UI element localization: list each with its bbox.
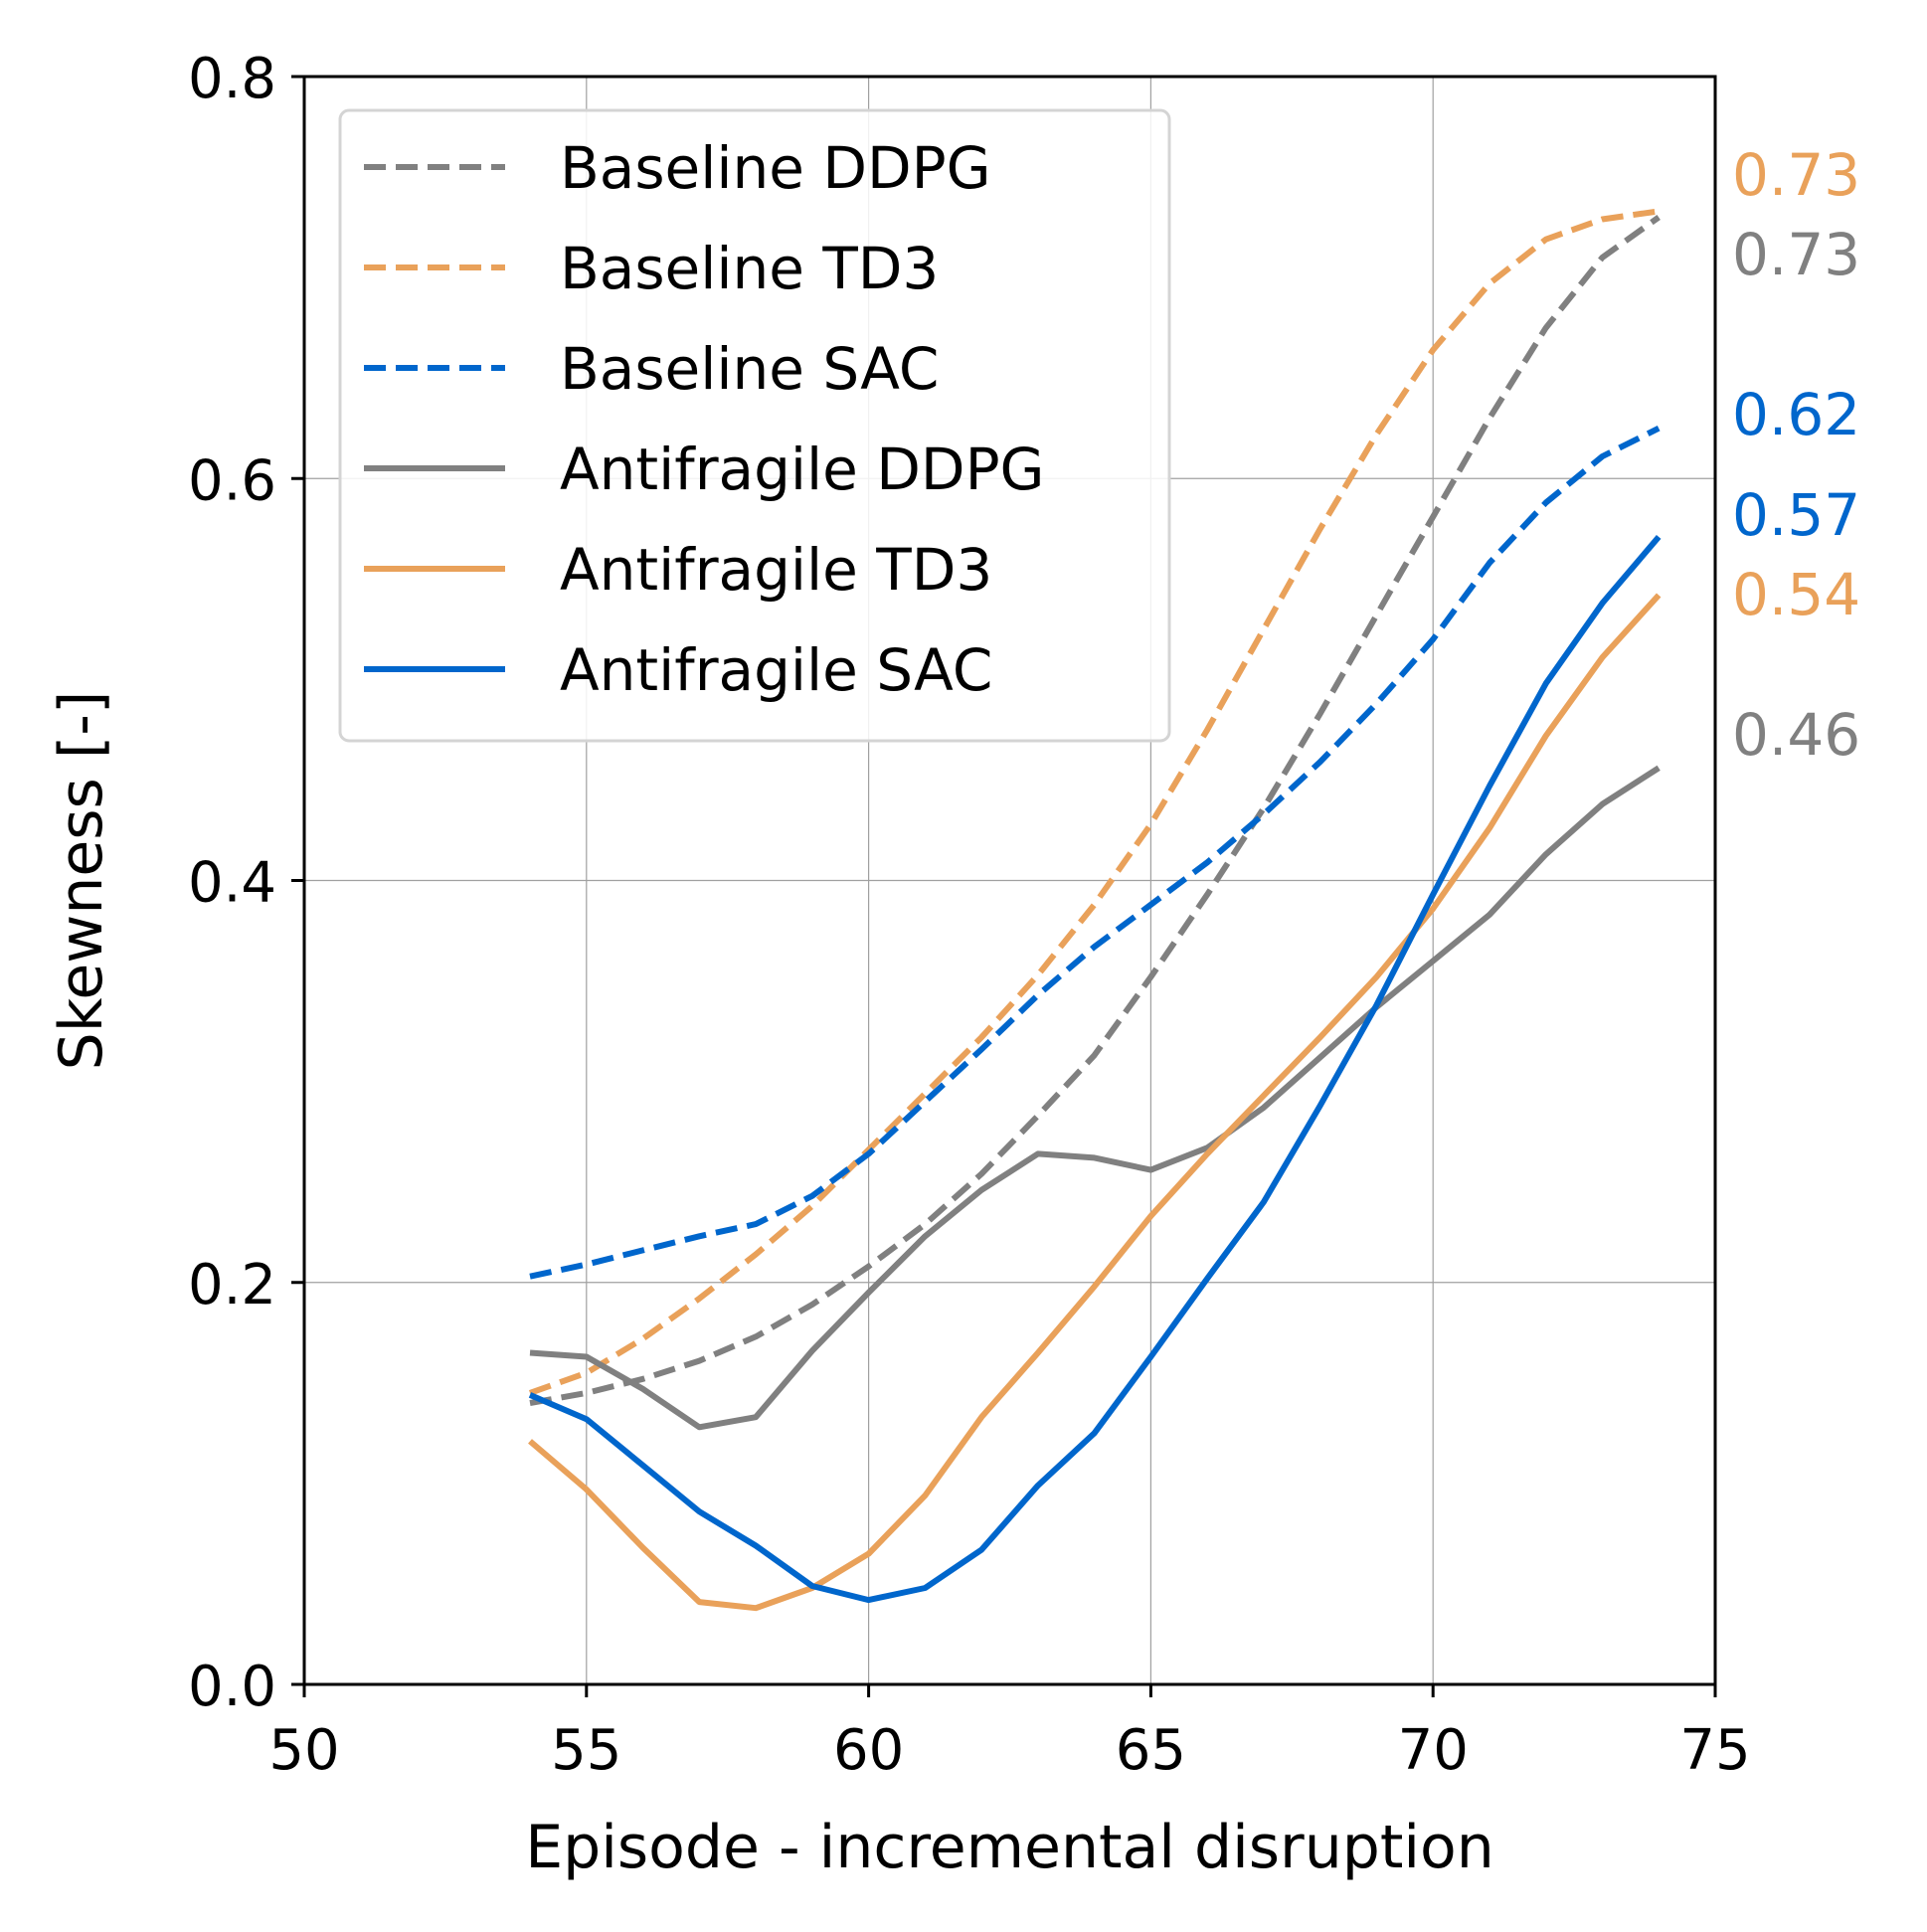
legend-box [338, 108, 1171, 743]
end-label-antifragile-ddpg: 0.46 [1732, 701, 1860, 769]
series-lines [528, 208, 1662, 1612]
x-tick-label: 70 [1398, 1718, 1469, 1783]
legend-label-antifragile-ddpg: Antifragile DDPG [560, 436, 1045, 503]
x-tick-label: 50 [268, 1718, 339, 1783]
x-tick-label: 75 [1679, 1718, 1750, 1783]
x-tick-label: 65 [1116, 1718, 1186, 1783]
x-tick-label: 60 [833, 1718, 904, 1783]
legend-label-baseline-sac: Baseline SAC [560, 335, 939, 403]
end-label-baseline-sac: 0.62 [1732, 381, 1860, 448]
end-label-antifragile-sac: 0.57 [1732, 481, 1860, 549]
legend: Baseline DDPG Baseline TD3 Baseline SAC Ant… [338, 108, 1171, 743]
end-labels: 0.73 0.73 0.62 0.46 0.54 0.57 [1732, 141, 1860, 769]
end-label-baseline-ddpg: 0.73 [1732, 221, 1860, 288]
series-line-antifragile-td3 [528, 593, 1662, 1612]
axis-ticks: 50 55 60 65 70 75 0.0 0.2 0.4 0.6 0.8 [188, 47, 1751, 1783]
end-label-antifragile-td3: 0.54 [1732, 561, 1860, 628]
legend-label-baseline-ddpg: Baseline DDPG [560, 134, 991, 202]
series-line-antifragile-ddpg [529, 765, 1661, 1431]
legend-label-antifragile-td3: Antifragile TD3 [560, 536, 992, 604]
legend-label-baseline-td3: Baseline TD3 [560, 235, 939, 302]
series-line-baseline-ddpg [529, 215, 1661, 1406]
legend-label-antifragile-sac: Antifragile SAC [560, 636, 992, 704]
y-axis-label: Skewness [-] [47, 691, 116, 1071]
series-line-baseline-sac [529, 426, 1661, 1280]
x-tick-label: 55 [551, 1718, 621, 1783]
y-tick-label: 0.4 [188, 851, 276, 916]
end-label-baseline-td3: 0.73 [1732, 141, 1860, 209]
y-tick-label: 0.6 [188, 448, 276, 513]
x-axis-label: Episode - incremental disruption [525, 1813, 1494, 1882]
y-tick-label: 0.8 [188, 47, 276, 111]
y-tick-label: 0.0 [188, 1655, 276, 1719]
y-tick-label: 0.2 [188, 1253, 276, 1317]
series-line-antifragile-sac [528, 534, 1662, 1604]
